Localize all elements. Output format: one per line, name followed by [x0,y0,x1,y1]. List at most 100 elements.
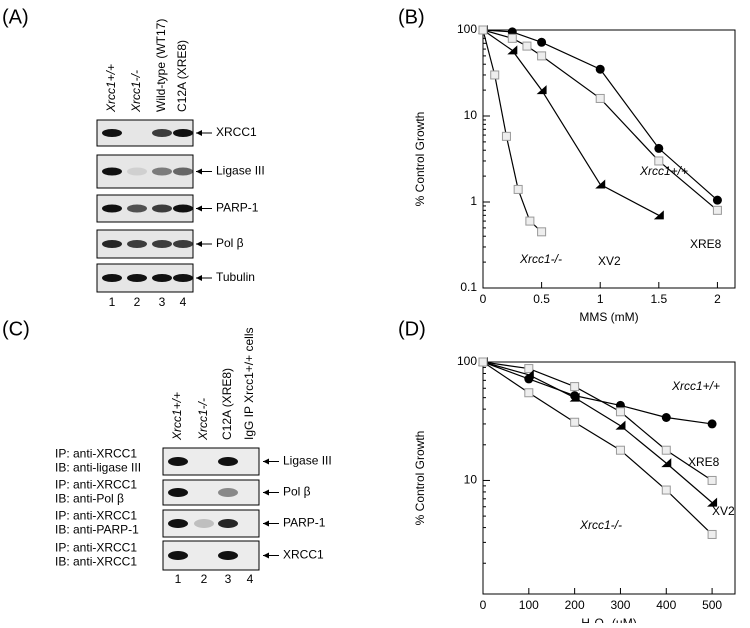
ip-label: IP: anti-XRCC1 [55,509,137,523]
arrow-head [263,489,269,496]
y-tick-label: 100 [457,354,477,368]
blot-band [102,167,122,176]
blot-band [173,240,193,248]
series-label: Xrcc1-/- [519,252,562,266]
marker [595,93,605,103]
row-label: XRCC1 [216,125,257,139]
ib-label: IB: anti-PARP-1 [55,523,139,537]
arrow-head [196,275,202,281]
plot-frame [482,29,736,289]
arrow-head [263,458,269,465]
blot-band [168,519,188,528]
marker [595,179,606,189]
ip-label: IP: anti-XRCC1 [55,478,137,492]
marker [661,445,671,455]
marker [522,41,532,51]
row-label: Tubulin [216,270,255,284]
lane-header: Xrcc1+/+ [104,64,118,113]
marker [523,369,534,379]
y-tick-label: 10 [464,473,478,487]
row-label: Ligase III [216,164,265,178]
lane-number: 1 [175,572,182,586]
marker [654,143,664,153]
series-label: Xrcc1+/+ [639,164,688,178]
series-line [482,361,713,535]
x-tick-label: 400 [656,598,676,612]
marker [661,485,671,495]
arrow-head [196,130,202,136]
y-axis-label: % Control Growth [413,431,427,526]
lane-header: C12A (XRE8) [175,40,189,112]
marker [654,156,664,166]
y-tick-label: 1 [470,194,477,208]
marker [513,184,523,194]
y-tick-label: 10 [464,108,478,122]
row-label: PARP-1 [216,201,259,215]
y-tick-label: 0.1 [460,280,477,294]
x-tick-label: 2 [714,292,721,306]
marker [661,458,672,468]
marker [507,33,517,43]
lane-header: Xrcc1+/+ [170,392,184,441]
y-tick-label: 100 [457,22,477,36]
marker [525,216,535,226]
blot-band [102,129,122,137]
blot-band [218,457,238,466]
blot-band [194,519,214,528]
marker [537,51,547,61]
marker [712,205,722,215]
lane-header: C12A (XRE8) [220,368,234,440]
panel-letter: (B) [398,6,425,28]
series-line [482,361,713,425]
blot-band [152,167,172,176]
arrow-head [196,241,202,247]
blot-band [218,519,238,528]
series-line [482,361,713,481]
x-axis-label: MMS (mM) [579,310,638,324]
lane-header: Xrcc1-/- [196,398,210,441]
ib-label: IB: anti-XRCC1 [55,555,137,569]
marker [501,131,511,141]
marker [536,85,547,95]
panel-letter: (C) [2,318,30,340]
x-tick-label: 0 [480,292,487,306]
blot-band [173,129,193,137]
lane-header: Xrcc1-/- [129,70,143,113]
lane-header: Wild-type (WT17) [154,19,168,112]
marker [615,445,625,455]
x-tick-label: 100 [519,598,539,612]
x-tick-label: 500 [702,598,722,612]
lane-header: IgG IP Xrcc1+/+ cells [242,328,256,441]
series-label: XRE8 [688,455,720,469]
marker [478,25,488,35]
blot-band [168,488,188,497]
blot-band [102,274,122,282]
marker [653,210,664,220]
row-label: Ligase III [283,454,332,468]
lane-number: 4 [247,572,254,586]
series-line [482,361,713,504]
blot-band [173,274,193,282]
marker [524,388,534,398]
marker [595,64,605,74]
marker [537,227,547,237]
blot-band [173,167,193,176]
x-tick-label: 0 [480,598,487,612]
lane-number: 4 [180,295,187,309]
blot-band [218,551,238,560]
marker [537,37,547,47]
x-tick-label: 1 [597,292,604,306]
arrow-head [263,520,269,527]
x-tick-label: 200 [565,598,585,612]
ib-label: IB: anti-Pol β [55,492,124,506]
lane-number: 2 [201,572,208,586]
series-label: Xrcc1-/- [579,518,622,532]
series-line [482,29,718,201]
x-tick-label: 0.5 [533,292,550,306]
lane-number: 3 [225,572,232,586]
blot-band [152,240,172,248]
row-label: PARP-1 [283,516,326,530]
marker [661,412,671,422]
blot-band [127,274,147,282]
